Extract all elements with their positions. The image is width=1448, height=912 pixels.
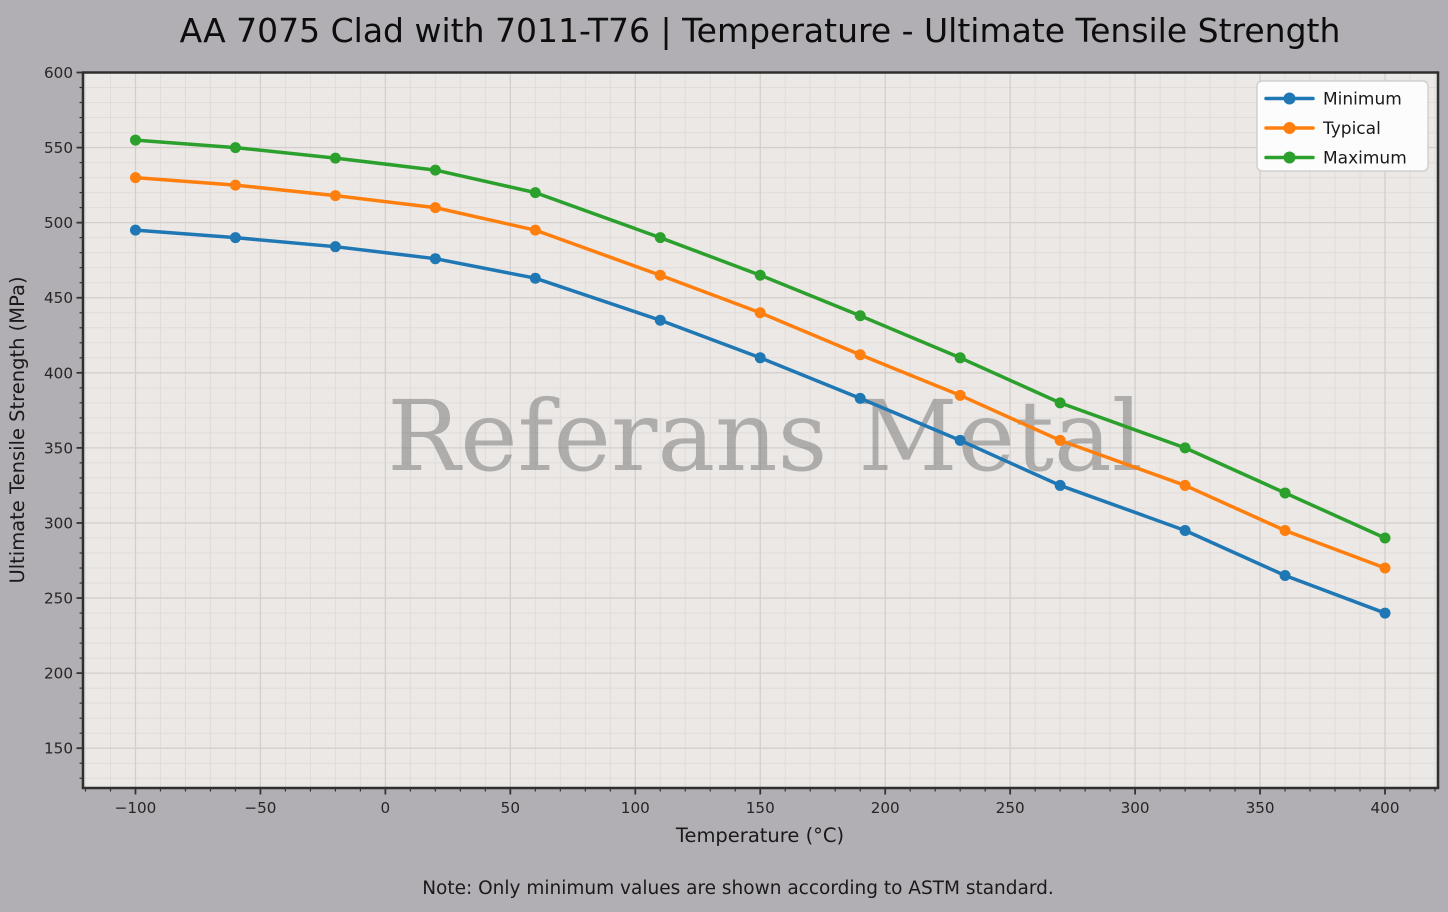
x-tick-label: 300 <box>1121 799 1150 817</box>
y-tick-label: 500 <box>44 214 73 232</box>
data-point-typical <box>529 224 541 236</box>
data-point-typical <box>954 389 966 401</box>
series-maximum <box>129 134 1391 544</box>
data-point-minimum <box>529 272 541 284</box>
y-tick-label: 200 <box>44 665 73 683</box>
data-point-typical <box>754 307 766 319</box>
chart-title: AA 7075 Clad with 7011-T76 | Temperature… <box>180 11 1341 50</box>
legend: Minimum Typical Maximum <box>1256 80 1429 172</box>
y-tick-label: 150 <box>44 740 73 758</box>
x-tick-label: 350 <box>1246 799 1275 817</box>
x-axis-label: Temperature (°C) <box>675 824 844 847</box>
axes: −100 −50 0 50 100 150 200 250 300 350 400 150 200 250… <box>44 64 1440 817</box>
data-point-minimum <box>1379 607 1391 619</box>
x-tick-label: −50 <box>244 799 276 817</box>
data-point-minimum <box>754 352 766 364</box>
x-tick-label: −100 <box>115 799 157 817</box>
series-minimum <box>129 224 1391 619</box>
data-point-typical <box>654 269 666 281</box>
legend-label: Minimum <box>1323 90 1402 110</box>
data-point-typical <box>1054 434 1066 446</box>
x-tick-label: 100 <box>621 799 650 817</box>
data-point-typical <box>1179 479 1191 491</box>
y-tick-label: 450 <box>44 289 73 307</box>
x-tick-label: 0 <box>381 799 391 817</box>
data-point-typical <box>1279 524 1291 536</box>
data-point-typical <box>229 179 241 191</box>
y-tick-label: 350 <box>44 439 73 457</box>
legend-marker <box>1283 92 1296 105</box>
data-point-maximum <box>529 187 541 199</box>
data-point-maximum <box>429 164 441 176</box>
legend-item-typical: Typical <box>1264 119 1381 139</box>
data-point-maximum <box>1179 442 1191 454</box>
note: Note: Only minimum values are shown acco… <box>422 878 1054 899</box>
y-tick-label: 300 <box>44 514 73 532</box>
data-series <box>129 134 1391 619</box>
data-point-maximum <box>854 310 866 322</box>
data-point-minimum <box>1279 570 1291 582</box>
legend-marker <box>1283 122 1296 134</box>
x-tick-label: 50 <box>501 799 520 817</box>
x-tick-label: 200 <box>871 799 900 817</box>
y-tick-label: 400 <box>44 364 73 382</box>
data-point-maximum <box>654 232 666 244</box>
gridlines <box>83 71 1438 788</box>
data-point-maximum <box>954 352 966 364</box>
x-tick-label: 150 <box>746 799 775 817</box>
series-typical <box>129 172 1391 574</box>
data-point-minimum <box>129 224 141 236</box>
data-point-maximum <box>1379 532 1391 544</box>
legend-item-maximum: Maximum <box>1264 149 1407 169</box>
data-point-maximum <box>1054 397 1066 409</box>
data-point-maximum <box>1279 487 1291 499</box>
legend-item-minimum: Minimum <box>1264 90 1402 110</box>
y-tick-label: 550 <box>44 139 73 157</box>
data-point-minimum <box>854 392 866 404</box>
data-point-typical <box>854 349 866 361</box>
legend-label: Typical <box>1322 119 1381 139</box>
x-tick-label: 400 <box>1371 799 1400 817</box>
data-point-minimum <box>229 232 241 244</box>
data-point-typical <box>129 172 141 184</box>
data-point-minimum <box>954 434 966 446</box>
data-point-minimum <box>429 253 441 265</box>
data-point-maximum <box>329 152 341 164</box>
data-point-maximum <box>129 134 141 146</box>
y-axis-label: Ultimate Tensile Strength (MPa) <box>6 276 29 583</box>
data-point-maximum <box>229 142 241 154</box>
y-tick-label: 250 <box>44 590 73 608</box>
watermark: Referans Metal <box>387 380 1143 493</box>
data-point-typical <box>1379 562 1391 574</box>
data-point-typical <box>329 190 341 202</box>
data-point-minimum <box>1179 524 1191 536</box>
data-point-maximum <box>754 269 766 281</box>
legend-box <box>1256 80 1429 172</box>
data-point-minimum <box>654 314 666 326</box>
x-tick-label: 250 <box>996 799 1025 817</box>
data-point-typical <box>429 202 441 214</box>
y-tick-label: 600 <box>44 64 73 82</box>
data-point-minimum <box>1054 479 1066 491</box>
data-point-minimum <box>329 241 341 253</box>
legend-marker <box>1283 151 1296 164</box>
legend-label: Maximum <box>1323 149 1407 169</box>
